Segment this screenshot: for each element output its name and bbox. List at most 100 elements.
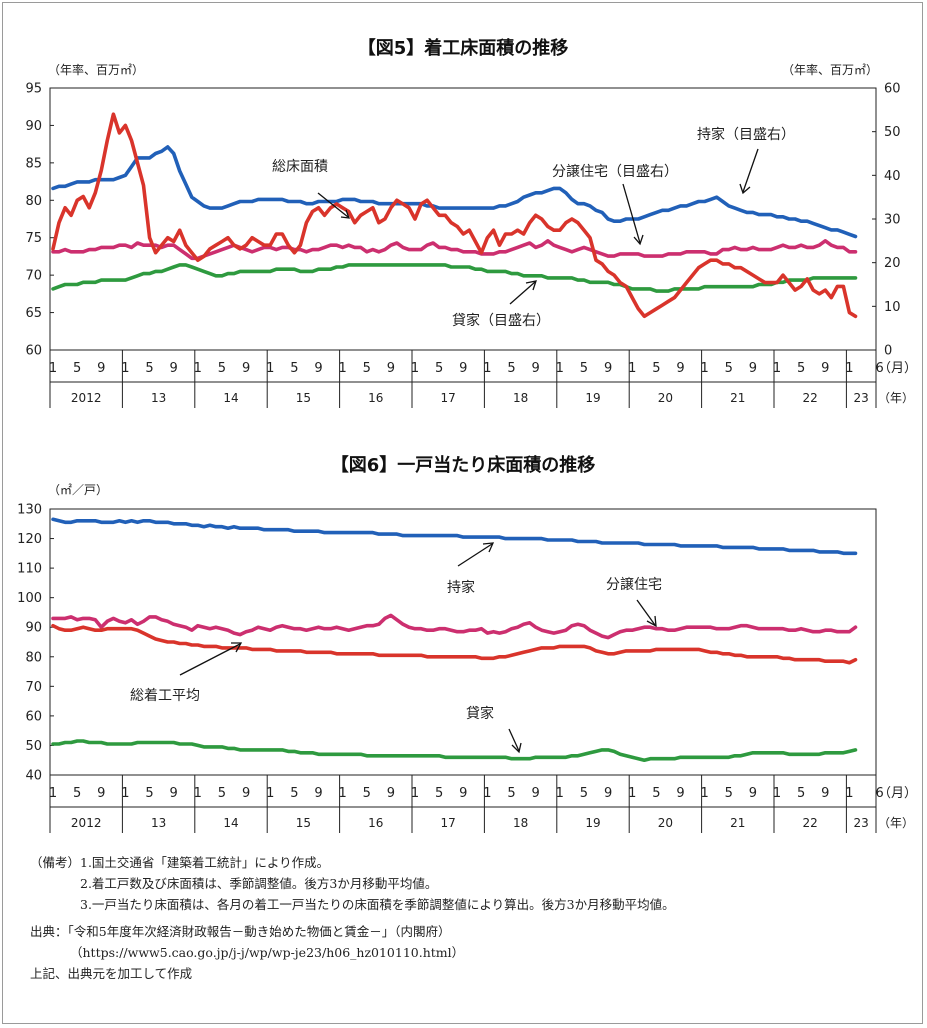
- chart2-year-label: 20: [658, 816, 673, 830]
- chart1-right-tick: 30: [884, 213, 901, 228]
- chart2-month-tick: 5: [363, 786, 371, 801]
- chart2-title: 【図6】一戸当たり床面積の推移: [331, 454, 596, 476]
- chart2-year-label: 2012: [71, 816, 102, 830]
- chart2-arrowhead-total: [231, 642, 243, 653]
- chart2-left-tick: 120: [17, 532, 42, 547]
- chart2-unit: （㎡／戸）: [48, 483, 108, 497]
- chart2-left-tick: 130: [17, 503, 42, 518]
- chart1-series-line: [51, 145, 858, 239]
- chart2-left-tick: 70: [25, 680, 42, 695]
- chart2-month-tick: 1: [411, 786, 419, 801]
- chart2-series-line: [51, 613, 858, 640]
- chart1-year-label: 13: [151, 391, 166, 405]
- chart1-right-tick: 50: [884, 125, 901, 140]
- chart1-left-tick: 60: [25, 344, 42, 359]
- chart2-left-tick: 100: [17, 591, 42, 606]
- chart1-month-tick: 5: [73, 361, 81, 376]
- chart2-year-label: 22: [803, 816, 818, 830]
- chart1-month-tick: 1: [628, 361, 636, 376]
- chart1-left-tick: 75: [25, 231, 42, 246]
- chart2-series-line: [51, 623, 858, 665]
- chart1-right-unit: （年率、百万㎡）: [782, 62, 878, 77]
- chart1-month-tick: 1: [700, 361, 708, 376]
- chart2-annotation-bunjo: 分譲住宅: [606, 577, 662, 593]
- chart2-year-label: 19: [585, 816, 600, 830]
- chart1-right-tick: 60: [884, 82, 901, 97]
- chart1-month-unit: （月）: [878, 361, 917, 376]
- chart1-year-label: 20: [658, 391, 673, 405]
- source-line-1: 出典：「令和5年度年次経済財政報告－動き始めた物価と賃金－」（内閣府）: [30, 924, 451, 939]
- chart2-annotation-total: 総着工平均: [130, 688, 200, 704]
- chart2-month-tick: 9: [532, 786, 540, 801]
- chart1-left-tick: 90: [25, 119, 42, 134]
- chart2-month-tick: 1: [121, 786, 129, 801]
- chart2-month-tick: 1: [483, 786, 491, 801]
- chart1-month-tick: 9: [459, 361, 467, 376]
- chart1-series-line: [51, 112, 858, 319]
- chart2-left-tick: 110: [17, 562, 42, 577]
- chart2-left-tick: 90: [25, 621, 42, 636]
- chart1-month-tick: 1: [121, 361, 129, 376]
- chart1-month-tick: 1: [556, 361, 564, 376]
- chart2-month-tick: 9: [314, 786, 322, 801]
- chart1-right-tick: 0: [884, 344, 892, 359]
- chart2-month-tick: 9: [676, 786, 684, 801]
- chart1-month-tick: 1: [483, 361, 491, 376]
- chart2-left-tick: 50: [25, 739, 42, 754]
- chart2-month-tick: 5: [290, 786, 298, 801]
- chart1-left-unit: （年率、百万㎡）: [48, 62, 144, 77]
- chart2-month-tick: 5: [507, 786, 515, 801]
- chart1-year-label: 19: [585, 391, 600, 405]
- chart2-arrow-mochiie: [457, 543, 493, 567]
- chart1-annotation-total: 総床面積: [272, 159, 328, 175]
- chart2-plot-area: [49, 508, 877, 776]
- chart2-arrow-bunjo: [636, 599, 656, 626]
- chart2-annotation-mochiie: 持家: [447, 579, 475, 596]
- chart1-annotation-mochiie: 持家（目盛右）: [697, 126, 795, 143]
- chart1-annotation-bunjo: 分譲住宅（目盛右）: [552, 164, 678, 180]
- chart1-arrowhead-kashiya: [525, 280, 537, 291]
- chart1-month-tick: 1: [266, 361, 274, 376]
- chart1-year-unit: （年）: [878, 391, 914, 405]
- chart2-month-tick: 9: [242, 786, 250, 801]
- chart2-month-tick: 1: [338, 786, 346, 801]
- chart1-month-tick: 1: [845, 361, 853, 376]
- chart1-arrowhead-total: [340, 209, 350, 219]
- chart2-arrow-kashiya: [508, 728, 520, 752]
- chart1-series-line: [51, 239, 858, 261]
- chart1-month-tick: 5: [363, 361, 371, 376]
- chart1-year-label: 18: [513, 391, 528, 405]
- chart2-month-tick: 1: [556, 786, 564, 801]
- chart1-month-tick: 5: [725, 361, 733, 376]
- chart2-month-tick: 5: [435, 786, 443, 801]
- chart1-month-tick: 9: [676, 361, 684, 376]
- chart1-month-tick: 1: [49, 361, 57, 376]
- chart2-month-tick: 9: [459, 786, 467, 801]
- chart1-month-tick: 5: [218, 361, 226, 376]
- chart1-year-label: 23: [854, 391, 869, 405]
- chart2-month-tick: 1: [700, 786, 708, 801]
- chart2-year-label: 14: [223, 816, 238, 830]
- chart2-month-tick: 9: [749, 786, 757, 801]
- chart1-left-tick: 95: [25, 82, 42, 97]
- chart2-month-tick: 5: [145, 786, 153, 801]
- chart1-month-tick: 9: [97, 361, 105, 376]
- chart2-series-line: [51, 739, 858, 763]
- chart1-month-tick: 1: [411, 361, 419, 376]
- chart1-month-tick: 9: [170, 361, 178, 376]
- chart2-year-label: 23: [854, 816, 869, 830]
- chart1-arrowhead-mochiie: [739, 183, 751, 195]
- chart1-year-label: 17: [441, 391, 456, 405]
- chart2-month-tick: 9: [170, 786, 178, 801]
- chart1-month-tick: 9: [242, 361, 250, 376]
- charts-canvas: 【図5】着工床面積の推移 （年率、百万㎡） （年率、百万㎡） 959085807…: [17, 37, 917, 833]
- chart1-month-tick: 5: [797, 361, 805, 376]
- note-line-2: 2.着工戸数及び床面積は、季節調整値。後方3か月移動平均値。: [80, 876, 438, 891]
- chart2-month-tick: 1: [628, 786, 636, 801]
- chart2-month-tick: 5: [73, 786, 81, 801]
- chart2-month-unit: （月）: [878, 786, 917, 801]
- chart1-right-tick: 10: [884, 300, 901, 315]
- chart2-month-tick: 5: [652, 786, 660, 801]
- chart1-left-tick: 70: [25, 269, 42, 284]
